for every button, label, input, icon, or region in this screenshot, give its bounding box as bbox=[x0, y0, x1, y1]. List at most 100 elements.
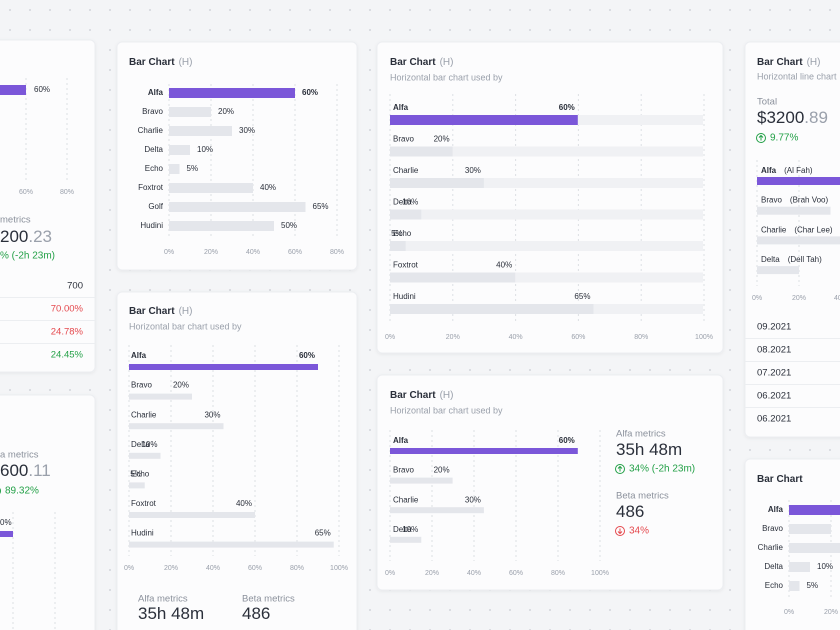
bar bbox=[129, 452, 161, 459]
value-label: 60% bbox=[559, 103, 575, 112]
value-label: 60% bbox=[34, 85, 50, 94]
metric-label: Beta metrics bbox=[616, 491, 669, 502]
bar bbox=[789, 562, 810, 572]
metric-decimal: .11 bbox=[28, 461, 50, 480]
bar-label: Delta bbox=[131, 440, 150, 449]
bar-track bbox=[390, 178, 703, 188]
bar-label: Golf bbox=[148, 202, 163, 211]
x-tick-label: 80% bbox=[60, 189, 74, 196]
x-tick-label: 20% bbox=[425, 570, 439, 577]
title-tag: (H) bbox=[440, 390, 454, 401]
bar-label: Bravo bbox=[393, 466, 414, 475]
value-label: 30% bbox=[239, 126, 255, 135]
bar bbox=[390, 209, 422, 220]
title-tag: (H) bbox=[179, 306, 193, 317]
bar bbox=[169, 221, 274, 231]
alias: (Char Lee) bbox=[794, 226, 833, 235]
value-label: 5% bbox=[130, 470, 142, 479]
card-title: Bar Chart (H) bbox=[129, 57, 192, 68]
value-label: 10% bbox=[817, 562, 833, 571]
value-label: 10% bbox=[141, 440, 157, 449]
bar bbox=[390, 536, 422, 543]
metric-value: 35h 48m bbox=[138, 604, 204, 623]
x-tick-label: 20% bbox=[164, 565, 178, 572]
value-label: 20% bbox=[434, 466, 450, 475]
value-label: 60% bbox=[559, 436, 575, 445]
value-label: 65% bbox=[315, 529, 331, 538]
metric-label: metrics bbox=[0, 215, 31, 226]
bar bbox=[129, 482, 145, 489]
bar-label: Charlie (Char Lee) bbox=[761, 226, 833, 235]
x-tick-label: 80% bbox=[330, 249, 344, 256]
card-title: Bar Chart (H) bbox=[757, 57, 820, 68]
metric-integer: 486 bbox=[242, 604, 270, 623]
title-tag: (H) bbox=[807, 57, 821, 68]
value-label: 10% bbox=[402, 198, 418, 207]
bar bbox=[129, 393, 192, 400]
card-subtitle: Horizontal bar chart used by bbox=[129, 321, 242, 331]
card-title: Bar Chart (H) bbox=[390, 390, 453, 401]
alias: (Al Fah) bbox=[784, 166, 813, 175]
value-label: 40% bbox=[236, 499, 252, 508]
value-label: 65% bbox=[313, 202, 329, 211]
bar-label: Bravo bbox=[393, 135, 414, 144]
value-label: 40% bbox=[496, 261, 512, 270]
bar-label: Charlie bbox=[393, 495, 419, 504]
table-cell: 700 bbox=[67, 281, 83, 292]
card bbox=[376, 374, 724, 591]
x-tick-label: 40% bbox=[206, 565, 220, 572]
title-text: Bar Chart bbox=[129, 57, 175, 68]
bar bbox=[757, 177, 840, 185]
date-row: 07.2021 bbox=[757, 368, 791, 379]
alias: (Dell Tah) bbox=[788, 255, 822, 264]
metric-value: 35h 48m bbox=[616, 440, 682, 459]
bar bbox=[129, 423, 224, 430]
bar bbox=[390, 304, 594, 314]
x-tick-label: 80% bbox=[634, 334, 648, 341]
card-title: Bar Chart (H) bbox=[390, 57, 453, 68]
category: Delta bbox=[761, 255, 780, 264]
bar bbox=[169, 107, 211, 117]
bar-label: Bravo bbox=[142, 107, 163, 116]
metric-label: Alfa metrics bbox=[616, 429, 666, 440]
metric-change: % (-2h 23m) bbox=[0, 251, 55, 262]
bar bbox=[757, 236, 840, 245]
bar bbox=[757, 266, 799, 275]
bar bbox=[390, 448, 578, 454]
card bbox=[0, 39, 96, 373]
bar-label: Charlie bbox=[138, 126, 164, 135]
bar-label: Alfa bbox=[393, 436, 409, 445]
date-row: 06.2021 bbox=[757, 414, 791, 425]
bar-label: Alfa bbox=[768, 505, 784, 514]
bar-label: Alfa bbox=[131, 351, 147, 360]
bar-label: Hudini bbox=[393, 292, 416, 301]
metric-change: 34% bbox=[629, 526, 649, 537]
value-label: 10% bbox=[402, 525, 418, 534]
metric-integer: 600 bbox=[0, 461, 28, 480]
bar-label: Delta (Dell Tah) bbox=[761, 255, 822, 264]
bar bbox=[169, 145, 190, 155]
bar bbox=[757, 206, 831, 215]
x-tick-label: 40% bbox=[246, 249, 260, 256]
value-label: 20% bbox=[218, 107, 234, 116]
card-title: Bar Chart bbox=[757, 474, 803, 485]
bar bbox=[390, 146, 453, 157]
bar-label: Foxtrot bbox=[138, 183, 164, 192]
metric-label: a metrics bbox=[0, 450, 39, 461]
bar-label: Echo bbox=[393, 229, 412, 238]
metric-integer: 35h 48m bbox=[616, 440, 682, 459]
bar-label: Alfa bbox=[393, 103, 409, 112]
bar-label: Foxtrot bbox=[393, 261, 419, 270]
date-row: 09.2021 bbox=[757, 322, 791, 333]
bar-label: Echo bbox=[131, 470, 150, 479]
bar-track bbox=[390, 146, 703, 157]
category: Bravo bbox=[761, 196, 782, 205]
title-text: Bar Chart bbox=[129, 306, 175, 317]
value-label: 5% bbox=[391, 229, 403, 238]
bar bbox=[129, 541, 334, 548]
bar-label: Charlie bbox=[758, 543, 784, 552]
x-tick-label: 20% bbox=[792, 295, 806, 302]
x-tick-label: 60% bbox=[248, 565, 262, 572]
value-label: 60% bbox=[302, 88, 318, 97]
